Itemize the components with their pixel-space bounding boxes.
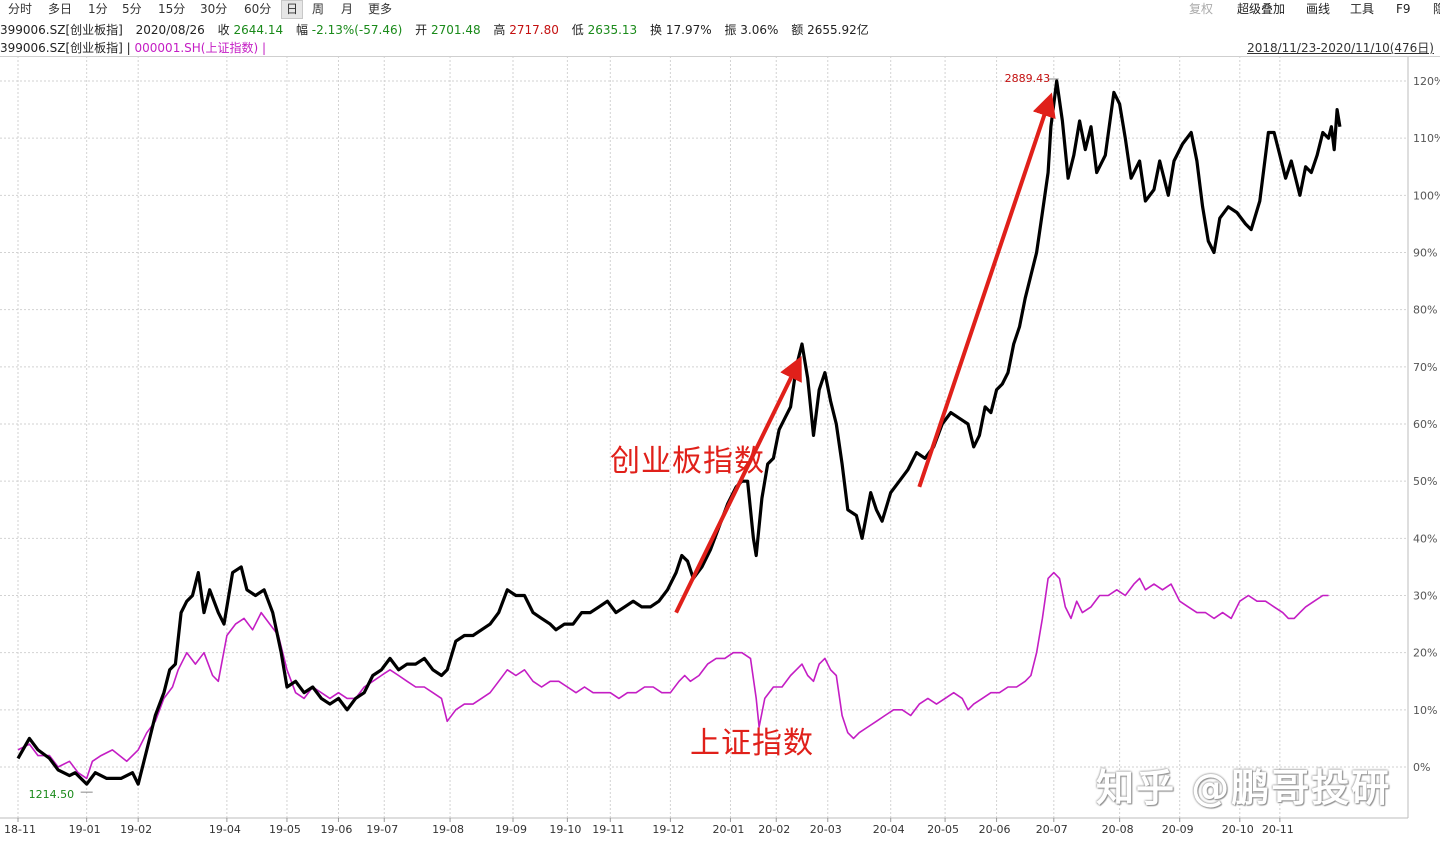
quote-amount: 2655.92亿 — [807, 23, 869, 37]
quote-open: 2701.48 — [430, 23, 481, 37]
x-tick-label: 20-04 — [873, 823, 905, 836]
series-line-sh-index — [17, 571, 1329, 780]
y-tick-label: 80% — [1413, 304, 1437, 317]
x-tick-label: 20-10 — [1222, 823, 1254, 836]
fuquan-button[interactable]: 复权 — [1189, 2, 1214, 16]
super-overlay-button[interactable]: 超级叠加 — [1237, 2, 1286, 16]
series-line-gem-index — [16, 79, 1342, 786]
draw-line-button[interactable]: 画线 — [1306, 2, 1331, 16]
quote-turnover: 17.97% — [665, 23, 712, 37]
legend-bar: 399006.SZ[创业板指] | 000001.SH(上证指数) | 2018… — [0, 40, 1440, 57]
date-range-link[interactable]: 2018/11/23-2020/11/10(476日) — [1247, 41, 1434, 55]
y-tick-label: 110% — [1413, 132, 1440, 145]
period-tab-duori[interactable]: 多日 — [48, 2, 73, 16]
x-tick-label: 19-05 — [269, 823, 301, 836]
toolbar: 分时 多日 1分 5分 15分 30分 60分日周 月更多 复权 超级叠加 画线 工具 F9 隐 — [0, 0, 1440, 20]
y-tick-label: 0% — [1413, 761, 1430, 774]
quote-close: 2644.14 — [233, 23, 284, 37]
period-tab-1min[interactable]: 1分 — [88, 2, 108, 16]
low-value-label: 1214.50 — [29, 788, 75, 801]
period-tab-more[interactable]: 更多 — [368, 2, 393, 16]
x-tick-label: 19-04 — [209, 823, 241, 836]
period-tab-week[interactable]: 周 — [312, 2, 325, 16]
x-tick-label: 20-08 — [1102, 823, 1134, 836]
quote-turnover-label: 换 — [650, 23, 663, 37]
x-tick-label: 20-11 — [1262, 823, 1294, 836]
x-tick-label: 19-12 — [652, 823, 684, 836]
quote-amplitude-label: 振 — [724, 23, 737, 37]
quote-change-label: 幅 — [295, 23, 308, 37]
period-tab-30min[interactable]: 30分 — [200, 2, 228, 16]
hide-button[interactable]: 隐 — [1433, 2, 1440, 16]
x-tick-label: 20-07 — [1036, 823, 1068, 836]
y-tick-label: 50% — [1413, 475, 1437, 488]
quote-amplitude: 3.06% — [740, 23, 779, 37]
watermark: 知乎 @鹏哥投研 — [1096, 766, 1392, 810]
trend-arrow — [917, 92, 1056, 488]
quote-change: -2.13%(-57.46) — [311, 23, 403, 37]
x-tick-label: 19-07 — [366, 823, 398, 836]
x-tick-label: 19-10 — [549, 823, 581, 836]
x-tick-label: 20-03 — [810, 823, 842, 836]
x-tick-label: 18-11 — [4, 823, 36, 836]
period-tab-60min[interactable]: 60分 — [244, 2, 272, 16]
f9-button[interactable]: F9 — [1396, 2, 1411, 16]
y-tick-label: 20% — [1413, 647, 1437, 660]
period-tab-5min[interactable]: 5分 — [122, 2, 142, 16]
trend-arrow — [674, 356, 802, 614]
y-tick-label: 60% — [1413, 418, 1437, 431]
high-value-label: 2889.43 — [1005, 72, 1051, 85]
x-tick-label: 20-02 — [758, 823, 790, 836]
period-tab-15min[interactable]: 15分 — [158, 2, 186, 16]
tools-button[interactable]: 工具 — [1350, 2, 1375, 16]
quote-open-label: 开 — [415, 23, 428, 37]
plot-area — [0, 56, 1408, 818]
period-tab-fenshi[interactable]: 分时 — [8, 2, 33, 16]
quote-high-label: 高 — [493, 23, 506, 37]
legend-main-series[interactable]: 399006.SZ[创业板指] | — [0, 41, 131, 55]
quote-bar: 399006.SZ[创业板指] 2020/08/26 收 2644.14 幅 -… — [0, 20, 1440, 40]
quote-amount-label: 额 — [791, 23, 804, 37]
y-tick-label: 10% — [1413, 704, 1437, 717]
y-tick-label: 30% — [1413, 590, 1437, 603]
quote-high: 2717.80 — [509, 23, 559, 37]
y-tick-label: 40% — [1413, 532, 1437, 545]
quote-close-label: 收 — [217, 23, 230, 37]
x-tick-label: 20-09 — [1162, 823, 1194, 836]
x-tick-label: 20-01 — [712, 823, 744, 836]
quote-low: 2635.13 — [587, 23, 638, 37]
y-tick-label: 70% — [1413, 361, 1437, 374]
gem-index-label: 创业板指数 — [610, 444, 765, 479]
quote-date: 2020/08/26 — [135, 23, 205, 37]
x-tick-label: 20-05 — [927, 823, 959, 836]
x-tick-label: 19-01 — [69, 823, 101, 836]
y-tick-label: 90% — [1413, 247, 1437, 260]
x-tick-label: 19-06 — [320, 823, 352, 836]
sh-index-label: 上证指数 — [690, 726, 814, 761]
x-tick-label: 19-02 — [120, 823, 152, 836]
x-tick-label: 19-09 — [495, 823, 527, 836]
x-tick-label: 19-08 — [432, 823, 464, 836]
y-tick-label: 100% — [1413, 189, 1440, 202]
quote-code-name: 399006.SZ[创业板指] — [0, 23, 123, 37]
legend-overlay-series[interactable]: 000001.SH(上证指数) | — [134, 41, 267, 55]
y-tick-label: 120% — [1413, 75, 1440, 88]
period-tab-month[interactable]: 月 — [341, 2, 354, 16]
quote-low-label: 低 — [571, 23, 584, 37]
x-tick-label: 19-11 — [592, 823, 624, 836]
x-tick-label: 20-06 — [979, 823, 1011, 836]
period-tab-day[interactable]: 日 — [281, 0, 304, 19]
